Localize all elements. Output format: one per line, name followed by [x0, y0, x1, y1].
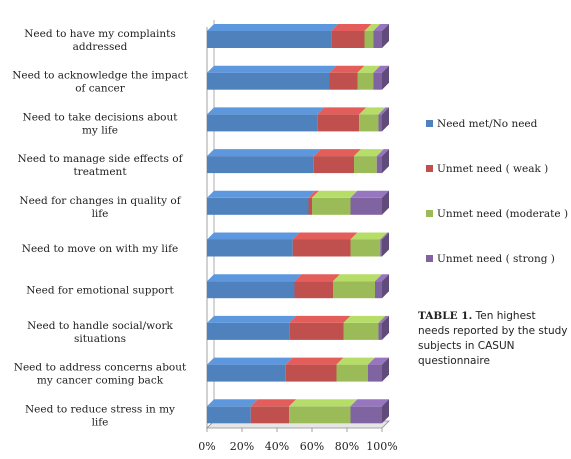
bar-segment [312, 190, 358, 215]
bar-segment [285, 357, 344, 382]
legend-swatch [426, 165, 433, 172]
bar-segment [289, 399, 358, 424]
legend-entry: Unmet need ( strong ) [426, 253, 555, 265]
bar-segment [207, 357, 293, 382]
x-tick-label: 20% [230, 440, 254, 453]
bar-segment [207, 399, 258, 424]
legend-label: Unmet need (moderate ) [437, 208, 568, 220]
x-tick-label: 40% [265, 440, 289, 453]
legend-swatch [426, 255, 433, 262]
bar-segment [207, 315, 297, 340]
bar-segment [350, 232, 388, 257]
legend-swatch [426, 210, 433, 217]
bar-segment [373, 24, 389, 48]
bar-segment [354, 149, 384, 174]
legend-label: Unmet need ( weak ) [437, 163, 548, 175]
caption-text: Ten highest needs reported by the study … [418, 310, 568, 367]
bar-segment [207, 24, 339, 48]
bar-segment [331, 24, 372, 48]
bar-segment [207, 149, 321, 174]
bar-segment [373, 65, 389, 90]
category-label: Need to manage side effects of treatment [17, 153, 183, 178]
bar-segment [333, 274, 382, 299]
legend-entry: Unmet need ( weak ) [426, 163, 548, 175]
bar-segment [378, 107, 389, 132]
bar-segment [289, 315, 351, 340]
x-tick-label: 60% [300, 440, 324, 453]
category-label: Need to move on with my life [22, 243, 178, 255]
legend-label: Need met/No need [437, 118, 538, 130]
bar-segment [207, 65, 337, 90]
bar-segment [329, 65, 365, 90]
bar-segment [313, 149, 361, 174]
caption-label: TABLE 1. [418, 310, 473, 322]
bar-segment [250, 399, 297, 424]
legend-label: Unmet need ( strong ) [437, 253, 555, 265]
category-label: Need to reduce stress in my life [25, 403, 175, 428]
chart-bars [207, 24, 389, 424]
category-label: Need to handle social/work situations [27, 320, 173, 345]
bar-segment [207, 107, 325, 132]
bar-segment [350, 399, 389, 424]
bar-segment [378, 315, 389, 340]
table-caption: TABLE 1. Ten highest needs reported by t… [418, 309, 568, 369]
legend-entry: Need met/No need [426, 118, 538, 130]
bar-segment [359, 107, 386, 132]
x-tick-label: 80% [335, 440, 359, 453]
category-labels: Need to have my complaints addressed Need … [12, 28, 188, 428]
category-label: Need for emotional support [26, 285, 174, 297]
category-label: Need for changes in quality of life [19, 195, 181, 220]
bar-segment [294, 274, 340, 299]
bar-segment [207, 232, 300, 257]
x-tick-label: 0% [198, 440, 215, 453]
bar-segment [364, 24, 381, 48]
bar-segment [368, 357, 389, 382]
bar-segment [380, 232, 389, 257]
bar-segment [207, 274, 302, 299]
x-tick-label: 100% [366, 440, 397, 453]
chart-legend: Need met/No need Unmet need ( weak ) Unmet… [426, 118, 568, 265]
bar-segment [292, 232, 358, 257]
bar-segment [343, 315, 386, 340]
category-label: Need to take decisions about my life [23, 111, 179, 136]
bar-segment [336, 357, 375, 382]
legend-entry: Unmet need (moderate ) [426, 208, 568, 220]
category-label: Need to have my complaints addressed [24, 28, 176, 53]
bar-segment [308, 190, 319, 215]
bar-segment [357, 65, 381, 90]
legend-swatch [426, 120, 433, 127]
category-label: Need to address concerns about my cancer … [14, 362, 187, 387]
category-label: Need to acknowledge the impact of cancer [12, 70, 188, 95]
bar-segment [317, 107, 367, 132]
x-axis-ticks: 0% 20% 40% 60% 80% 100% [198, 428, 398, 453]
bar-segment [375, 274, 389, 299]
bar-segment [376, 149, 389, 174]
bar-segment [350, 190, 389, 215]
bar-segment [207, 190, 316, 215]
